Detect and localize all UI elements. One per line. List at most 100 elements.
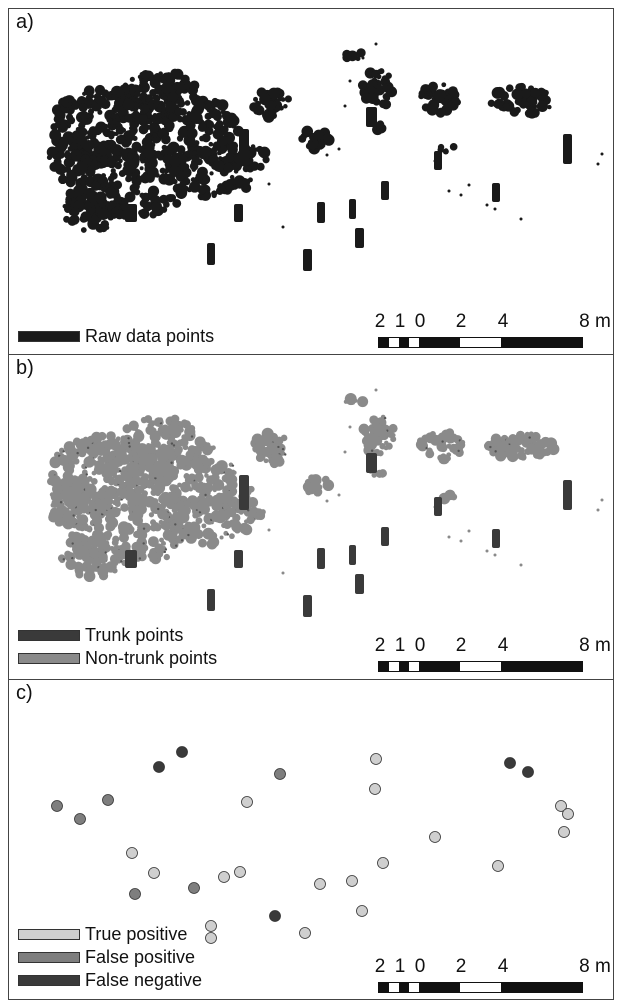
canopy-point [167, 477, 173, 483]
canopy-point [145, 443, 156, 454]
canopy-point [129, 76, 135, 82]
trunk-segment [381, 181, 389, 200]
canopy-point [104, 476, 110, 483]
canopy-point [160, 82, 173, 94]
canopy-point [94, 191, 107, 204]
canopy-point [138, 461, 144, 467]
canopy-point [511, 88, 523, 101]
canopy-point [127, 153, 134, 160]
canopy-point [229, 488, 237, 497]
canopy-point [517, 82, 526, 92]
canopy-point [140, 158, 145, 164]
legend-label: Trunk points [85, 625, 184, 645]
canopy-point [536, 100, 548, 112]
canopy-point [111, 547, 119, 555]
canopy-point [263, 458, 269, 464]
tree-false-negative [153, 761, 165, 773]
canopy-point [195, 517, 203, 525]
canopy-point [104, 551, 107, 554]
canopy-point [152, 132, 158, 139]
scale-tick-label: 4 [497, 635, 509, 656]
canopy-point [63, 167, 69, 172]
canopy-point [110, 168, 116, 174]
canopy-point [201, 523, 207, 529]
canopy-point [428, 81, 438, 92]
canopy-point [73, 492, 84, 502]
canopy-point [162, 117, 169, 124]
canopy-point [122, 98, 135, 111]
canopy-point [255, 509, 266, 519]
scale-bar: 2 1 0 2 4 8 m [375, 311, 611, 351]
scatter-point [485, 549, 489, 553]
canopy-point [53, 157, 62, 167]
canopy-point [114, 209, 125, 220]
canopy-point [189, 80, 200, 91]
trunk-segment [234, 204, 243, 222]
canopy-point [367, 85, 376, 94]
canopy-point [124, 113, 134, 123]
trunk-segment [207, 589, 215, 611]
canopy-point [219, 535, 224, 540]
canopy-point [65, 188, 76, 199]
canopy-point [189, 500, 199, 511]
canopy-point [271, 455, 280, 465]
canopy-point [527, 106, 534, 113]
canopy-point [70, 207, 80, 217]
canopy-point [161, 134, 171, 145]
scatter-point [348, 425, 352, 429]
canopy-point [153, 523, 162, 532]
canopy-point [161, 540, 166, 546]
canopy-point [426, 104, 439, 116]
canopy-point [107, 175, 115, 182]
canopy-point [361, 84, 367, 90]
scatter-point [343, 104, 347, 108]
canopy-point [229, 533, 235, 540]
legend-swatch [18, 952, 80, 963]
canopy-point [106, 117, 113, 124]
canopy-point [207, 485, 214, 492]
canopy-point [125, 476, 136, 487]
canopy-point [121, 541, 131, 552]
canopy-point [496, 92, 501, 97]
legend-item-false-positive: False positive [18, 946, 202, 969]
canopy-point [246, 515, 255, 525]
scatter-point [485, 203, 489, 207]
scatter-point [459, 193, 463, 197]
panel-a: a) Raw data points 2 1 0 2 4 8 m [8, 8, 614, 355]
canopy-point [181, 529, 191, 539]
canopy-point [120, 503, 129, 512]
scale-tick-label: 2 [455, 635, 467, 656]
canopy-point [446, 452, 452, 458]
tree-true-positive [205, 932, 217, 944]
canopy-point [346, 396, 356, 406]
canopy-point [150, 116, 157, 122]
panel-c: c) True positive False positive False ne… [8, 679, 614, 1000]
canopy-point [59, 111, 66, 118]
canopy-point [253, 96, 259, 102]
canopy-point [434, 89, 446, 101]
scale-tick-label: 4 [497, 956, 509, 977]
tree-true-positive [205, 920, 217, 932]
trunk-segment [125, 550, 137, 568]
canopy-point [118, 110, 125, 117]
canopy-point [146, 483, 151, 488]
canopy-point [162, 524, 171, 532]
canopy-point [171, 484, 180, 493]
canopy-point [172, 444, 176, 447]
canopy-point [440, 453, 447, 460]
canopy-point [174, 523, 177, 526]
canopy-point [86, 556, 94, 565]
canopy-point [49, 456, 61, 469]
tree-false-negative [269, 910, 281, 922]
canopy-point [185, 427, 192, 435]
legend: Raw data points [18, 325, 214, 348]
canopy-point [284, 95, 292, 103]
panel-b: b) Trunk points Non-trunk points 2 1 0 2… [8, 354, 614, 680]
canopy-point [47, 477, 55, 486]
canopy-point [451, 96, 460, 105]
canopy-point [110, 113, 117, 120]
canopy-point [52, 483, 63, 495]
canopy-point [142, 527, 146, 530]
canopy-point [68, 159, 76, 166]
canopy-point [219, 145, 228, 153]
